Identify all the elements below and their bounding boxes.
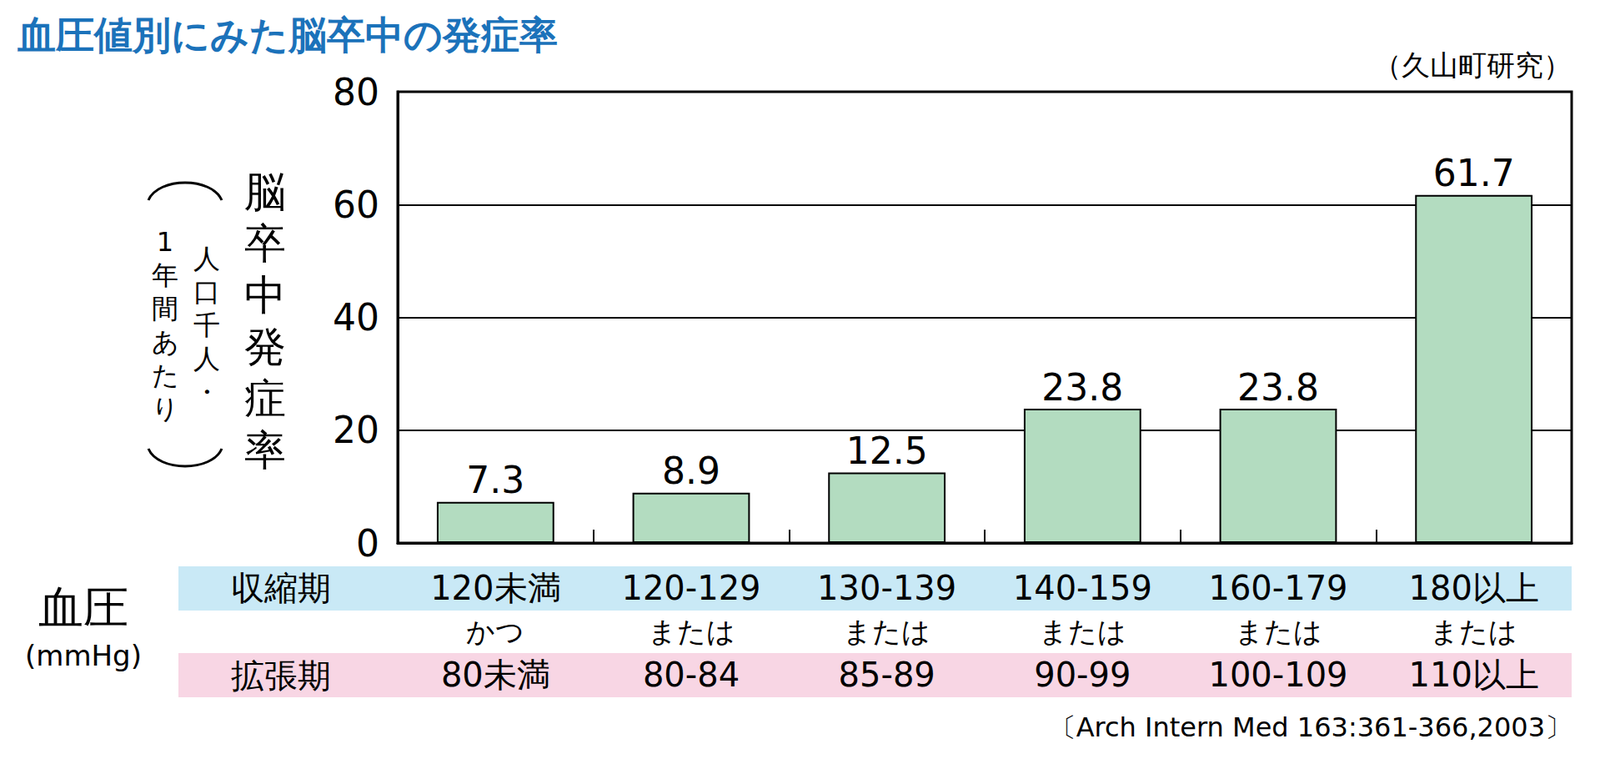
svg-text:（久山町研究）: （久山町研究） (1373, 48, 1572, 82)
svg-text:61.7: 61.7 (1433, 151, 1515, 195)
svg-text:20: 20 (332, 408, 380, 452)
svg-text:160-179: 160-179 (1208, 568, 1348, 607)
svg-text:人: 人 (193, 242, 221, 275)
svg-text:拡張期: 拡張期 (230, 656, 332, 695)
svg-text:90-99: 90-99 (1033, 655, 1131, 694)
svg-text:千: 千 (193, 309, 221, 342)
svg-text:率: 率 (244, 426, 286, 475)
svg-text:または: または (1429, 614, 1518, 648)
svg-text:(mmHg): (mmHg) (25, 638, 142, 673)
svg-text:年: 年 (151, 259, 179, 291)
svg-text:中: 中 (244, 270, 286, 320)
svg-text:8.9: 8.9 (662, 449, 721, 492)
svg-text:または: または (842, 614, 931, 648)
svg-text:7.3: 7.3 (466, 458, 525, 502)
svg-text:または: または (647, 614, 736, 648)
svg-text:た: た (151, 359, 180, 392)
svg-text:120未満: 120未満 (430, 568, 561, 607)
svg-text:23.8: 23.8 (1237, 366, 1320, 409)
svg-text:脳: 脳 (244, 167, 286, 216)
svg-text:180以上: 180以上 (1408, 568, 1539, 607)
svg-text:120-129: 120-129 (621, 568, 761, 607)
svg-text:1: 1 (156, 225, 174, 258)
svg-text:卒: 卒 (244, 219, 286, 268)
svg-text:間: 間 (151, 292, 179, 325)
svg-text:80: 80 (332, 70, 380, 114)
svg-text:85-89: 85-89 (838, 655, 936, 694)
svg-text:40: 40 (332, 295, 380, 339)
svg-text:23.8: 23.8 (1041, 366, 1124, 409)
svg-text:かつ: かつ (466, 614, 525, 648)
svg-text:12.5: 12.5 (846, 429, 928, 472)
svg-text:または: または (1234, 614, 1323, 648)
svg-text:140-159: 140-159 (1013, 568, 1153, 607)
svg-text:収縮期: 収縮期 (230, 568, 332, 607)
svg-text:血圧: 血圧 (38, 581, 129, 634)
svg-text:発: 発 (244, 322, 286, 372)
svg-text:0: 0 (356, 521, 380, 565)
svg-text:80未満: 80未満 (441, 655, 551, 694)
svg-text:血圧値別にみた脳卒中の発症率: 血圧値別にみた脳卒中の発症率 (16, 12, 558, 58)
svg-text:または: または (1038, 614, 1127, 648)
svg-text:り: り (151, 392, 180, 425)
svg-text:あ: あ (151, 326, 180, 358)
svg-text:人: 人 (193, 342, 221, 375)
svg-text:80-84: 80-84 (642, 655, 740, 694)
svg-text:口: 口 (193, 275, 221, 308)
svg-text:130-139: 130-139 (817, 568, 957, 607)
svg-text:60: 60 (332, 183, 380, 226)
svg-text:110以上: 110以上 (1408, 655, 1539, 694)
svg-text:症: 症 (244, 374, 286, 423)
svg-text:100-109: 100-109 (1208, 655, 1348, 694)
svg-text:〔Arch Intern Med 163:361-366,2: 〔Arch Intern Med 163:361-366,2003〕 (1049, 711, 1572, 743)
svg-text:・: ・ (193, 376, 221, 408)
